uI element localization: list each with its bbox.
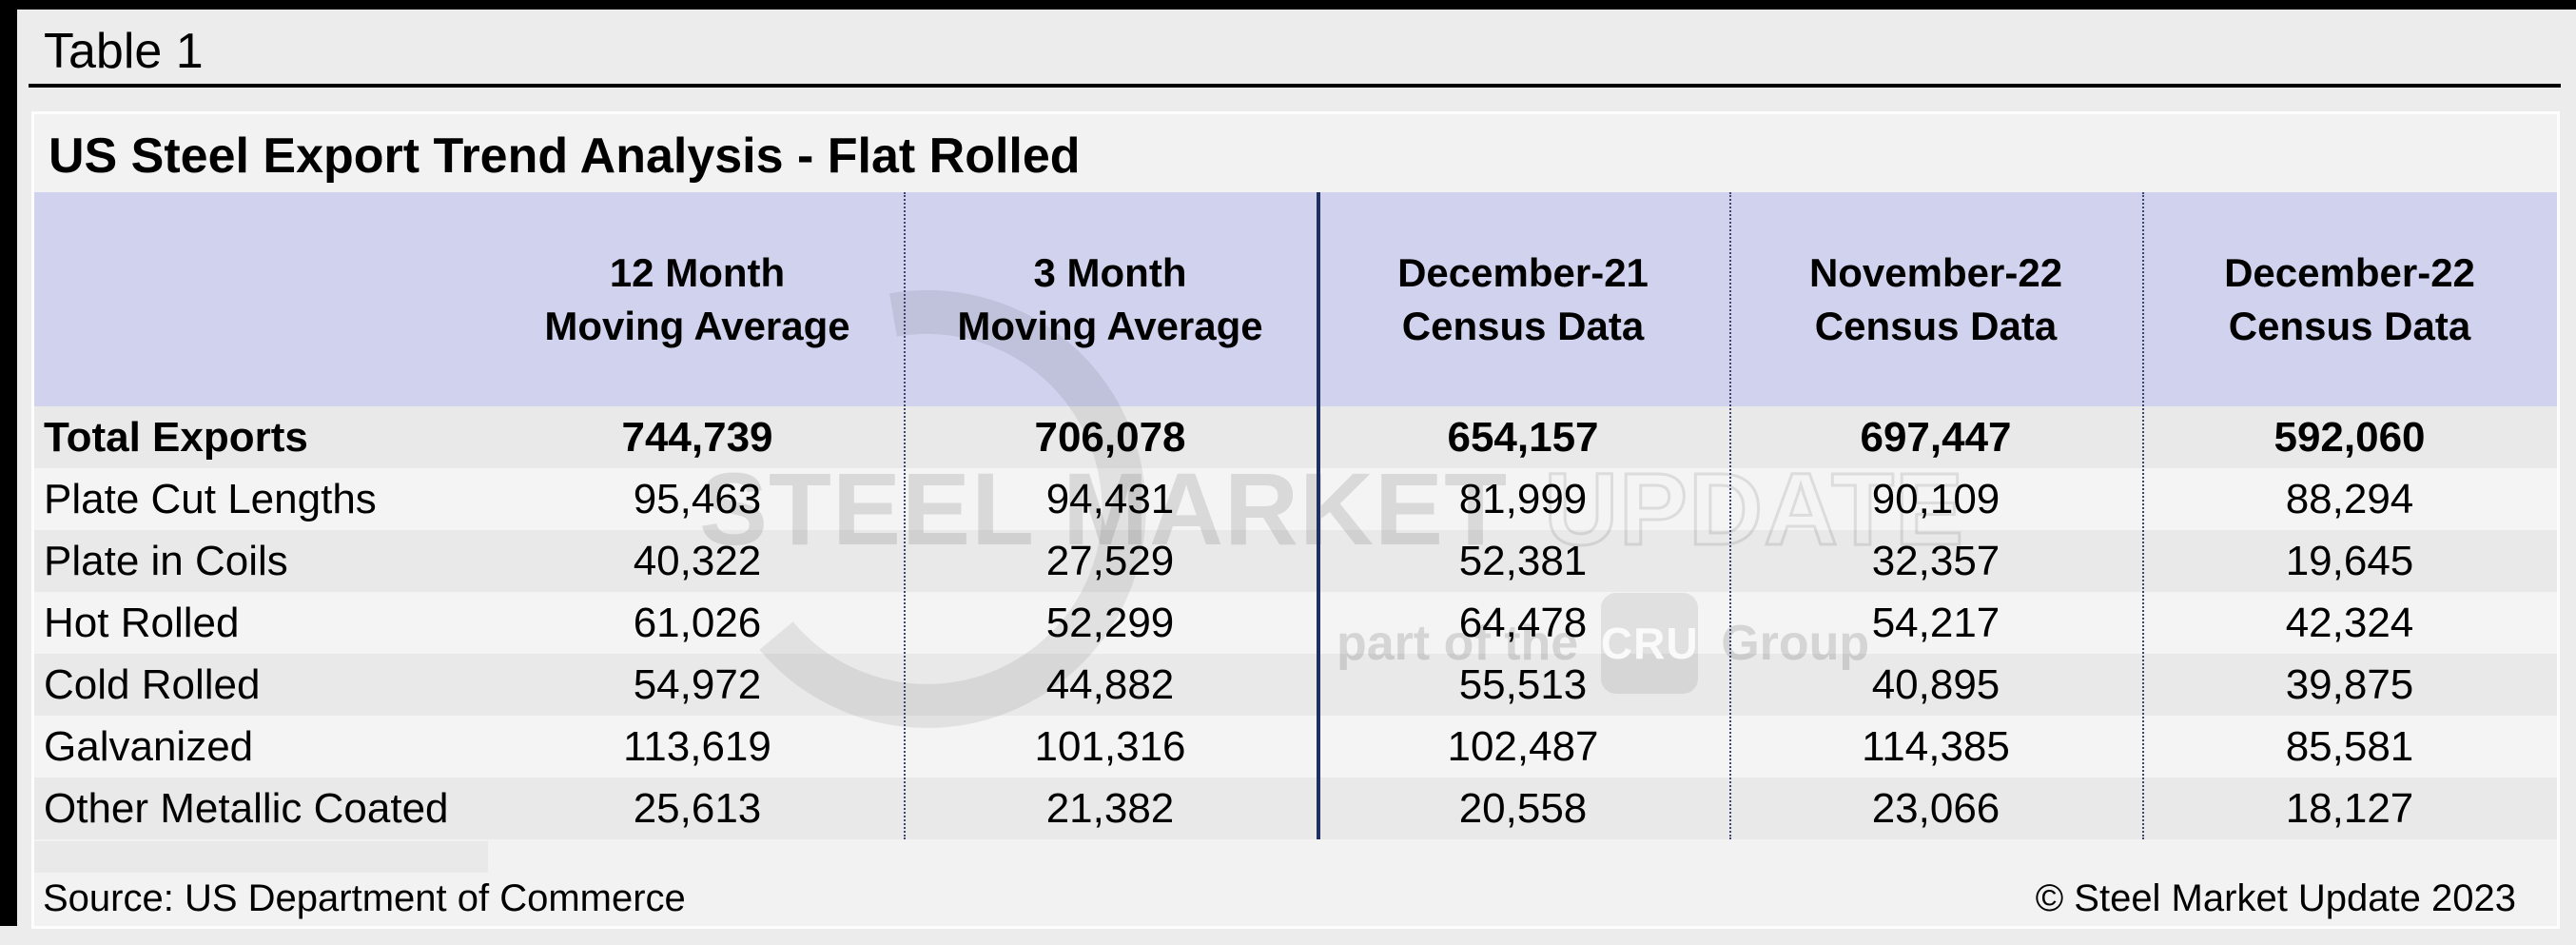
cell-value: 54,217: [1871, 599, 2000, 646]
row-label: Plate Cut Lengths: [44, 475, 377, 522]
cell-value: 114,385: [1862, 722, 2010, 770]
table-number-label: Table 1: [44, 24, 204, 79]
cell-value: 102,487: [1447, 722, 1599, 770]
cell-value: 697,447: [1860, 413, 2012, 461]
header-line1: December-21: [1397, 249, 1649, 295]
table-card: STEEL MARKETUPDATE part of the CRU Group…: [34, 114, 2557, 926]
cell-value: 44,882: [1045, 660, 1175, 708]
header-line1: December-22: [2224, 249, 2475, 295]
header-cell: November-22 Census Data: [1729, 192, 2142, 406]
header-cell-empty: [34, 192, 491, 406]
row-label: Hot Rolled: [44, 599, 240, 646]
table-header-row: 12 Month Moving Average 3 Month Moving Aver…: [34, 192, 2557, 406]
row-band: [34, 654, 2557, 716]
row-band: [34, 716, 2557, 778]
cell-value: 25,613: [633, 784, 762, 832]
row-band: [34, 778, 2557, 839]
cell-value: 85,581: [2285, 722, 2414, 770]
row-band: [34, 530, 2557, 592]
row-label: Cold Rolled: [44, 660, 261, 708]
cell-value: 21,382: [1045, 784, 1175, 832]
cell-value: 95,463: [633, 475, 762, 522]
cell-value: 744,739: [621, 413, 773, 461]
cell-value: 39,875: [2285, 660, 2414, 708]
divider-rule: [29, 84, 2561, 88]
cell-value: 101,316: [1034, 722, 1186, 770]
cell-value: 42,324: [2285, 599, 2414, 646]
cell-value: 113,619: [623, 722, 771, 770]
cell-value: 61,026: [633, 599, 762, 646]
cell-value: 19,645: [2285, 537, 2414, 584]
header-cell: 12 Month Moving Average: [491, 192, 904, 406]
table-row: Plate Cut Lengths 95,463 94,431 81,999 90,10…: [34, 468, 2557, 530]
row-label: Plate in Coils: [44, 537, 288, 584]
cell-value: 54,972: [633, 660, 762, 708]
header-line2: Census Data: [2228, 303, 2471, 348]
copyright-note: © Steel Market Update 2023: [2035, 877, 2516, 919]
cell-value: 90,109: [1871, 475, 2000, 522]
row-band: [34, 468, 2557, 530]
top-border: [0, 0, 2576, 10]
row-label: Total Exports: [44, 413, 308, 461]
cell-value: 32,357: [1871, 537, 2000, 584]
table-row: Cold Rolled 54,972 44,882 55,513 40,895 39,87…: [34, 654, 2557, 716]
cell-value: 27,529: [1045, 537, 1175, 584]
cell-value: 20,558: [1458, 784, 1588, 832]
table-row: Hot Rolled 61,026 52,299 64,478 54,217 42,324: [34, 592, 2557, 654]
cell-value: 706,078: [1034, 413, 1186, 461]
header-cell: December-22 Census Data: [2142, 192, 2557, 406]
cell-value: 40,895: [1871, 660, 2000, 708]
header-line2: Census Data: [1401, 303, 1645, 348]
table-row: Total Exports 744,739 706,078 654,157 697,44…: [34, 406, 2557, 468]
cell-value: 52,299: [1045, 599, 1175, 646]
row-label: Other Metallic Coated: [44, 784, 449, 832]
cell-value: 64,478: [1458, 599, 1588, 646]
cell-value: 88,294: [2285, 475, 2414, 522]
cell-value: 52,381: [1458, 537, 1588, 584]
cell-value: 23,066: [1871, 784, 2000, 832]
table-title: US Steel Export Trend Analysis - Flat Ro…: [49, 128, 1081, 184]
header-line2: Moving Average: [544, 303, 850, 348]
row-bands: [34, 114, 2557, 926]
data-table: US Steel Export Trend Analysis - Flat Ro…: [34, 114, 2557, 926]
header-band: [34, 192, 2557, 406]
row-label: Galvanized: [44, 722, 254, 770]
cell-value: 18,127: [2285, 784, 2414, 832]
header-cell: December-21 Census Data: [1317, 192, 1729, 406]
source-note: Source: US Department of Commerce: [43, 877, 686, 919]
row-band: [34, 592, 2557, 654]
cell-value: 81,999: [1458, 475, 1588, 522]
header-line2: Moving Average: [957, 303, 1263, 348]
table-row: Galvanized 113,619 101,316 102,487 114,385 85…: [34, 716, 2557, 778]
header-line1: 3 Month: [1033, 249, 1187, 295]
cell-value: 40,322: [633, 537, 762, 584]
header-line1: 12 Month: [609, 249, 786, 295]
header-line2: Census Data: [1814, 303, 2058, 348]
table-row: Other Metallic Coated 25,613 21,382 20,558 2…: [34, 778, 2557, 839]
row-band: [34, 406, 2557, 468]
left-border: [0, 0, 17, 926]
footer-notch: [34, 841, 488, 873]
header-cell: 3 Month Moving Average: [904, 192, 1317, 406]
cell-value: 55,513: [1458, 660, 1588, 708]
cell-value: 592,060: [2274, 413, 2426, 461]
cell-value: 654,157: [1447, 413, 1599, 461]
cell-value: 94,431: [1045, 475, 1175, 522]
table-row: Plate in Coils 40,322 27,529 52,381 32,357 19…: [34, 530, 2557, 592]
header-line1: November-22: [1808, 249, 2063, 295]
